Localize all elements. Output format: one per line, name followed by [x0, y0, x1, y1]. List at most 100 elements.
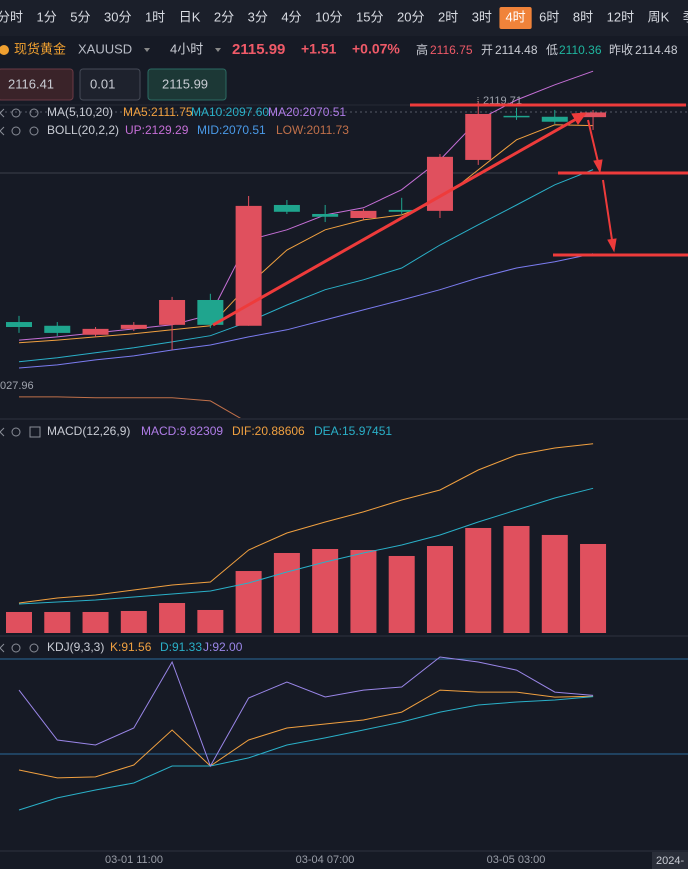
tab[interactable]: 10分 [315, 9, 342, 24]
line-dif [18, 443, 594, 604]
macd-bar [82, 611, 109, 633]
tab[interactable]: 1分 [37, 9, 57, 24]
prev-close: 2114.48 [635, 43, 678, 57]
legend-ma5: MA5:2111.75 [123, 105, 193, 119]
symbol-name: 现货黄金 [14, 41, 66, 56]
macd-bar [6, 611, 32, 633]
legend-title: KDJ(9,3,3) [47, 640, 104, 654]
macd-bar [120, 610, 147, 633]
line-dea [18, 487, 594, 605]
sell-box[interactable] [0, 68, 74, 101]
main-panel [6, 70, 607, 418]
change: +1.51 [301, 41, 337, 57]
low-marker: 027.96 [0, 380, 34, 392]
legend-ma10: MA10:2097.60 [191, 105, 269, 119]
line-ma5 [18, 124, 594, 344]
tab[interactable]: 2分 [214, 9, 234, 24]
tab[interactable]: 1时 [145, 9, 165, 24]
line-d [18, 696, 594, 811]
line-up [18, 70, 594, 341]
tab[interactable]: 6时 [539, 9, 559, 24]
tab[interactable]: 4分 [281, 9, 301, 24]
tab[interactable]: 3分 [248, 9, 268, 24]
legend-dif: DIF:20.88606 [232, 424, 305, 438]
macd-bar [580, 543, 607, 633]
symbol[interactable]: XAUUSD [78, 41, 132, 56]
dropdown-icon [144, 48, 150, 52]
legend-dea: DEA:15.97451 [314, 424, 392, 438]
macd-bar [273, 552, 300, 633]
prev-label: 昨收 [609, 43, 633, 57]
low-label: 低 [546, 43, 558, 57]
candle-body [273, 204, 300, 212]
legend-j: J:92.00 [203, 640, 243, 654]
low: 2110.36 [559, 43, 602, 57]
line-ma10 [18, 169, 594, 363]
macd-bar [350, 550, 377, 633]
macd-bar [235, 571, 262, 633]
tab[interactable]: 30分 [104, 9, 131, 24]
candle-body [350, 210, 377, 219]
tab[interactable]: 4时 [505, 9, 525, 24]
macd-bar [312, 549, 339, 633]
legend-k: K:91.56 [110, 640, 152, 654]
annotations [212, 103, 688, 327]
legend-icons [0, 108, 41, 653]
candle-body [580, 112, 607, 118]
tab[interactable]: 15分 [356, 9, 383, 24]
kdj-panel [18, 656, 594, 811]
macd-bar [426, 546, 453, 633]
tab[interactable]: 2时 [438, 9, 458, 24]
legend-title: BOLL(20,2,2) [47, 123, 119, 137]
x-label: 03-04 07:00 [296, 854, 355, 866]
lot: 0.01 [90, 76, 115, 91]
dropdown-icon [215, 48, 221, 52]
legend-d: D:91.33 [160, 640, 202, 654]
macd-bar [503, 525, 530, 633]
open-label: 开 [481, 43, 493, 57]
tab[interactable]: 日K [179, 9, 201, 24]
lot-box[interactable] [79, 68, 141, 101]
legend-up: UP:2129.29 [125, 123, 189, 137]
legend-title: MA(5,10,20) [47, 105, 113, 119]
line-low [19, 396, 241, 418]
price: 2115.99 [232, 41, 285, 58]
icon [0, 45, 9, 55]
tab[interactable]: 12时 [607, 9, 634, 24]
tab[interactable]: 3时 [472, 9, 492, 24]
candle-body [82, 328, 109, 335]
macd-bar [44, 611, 71, 633]
buy-box[interactable] [147, 68, 227, 101]
tab[interactable]: 周K [648, 9, 670, 24]
candle-body [44, 325, 71, 333]
tab[interactable]: 分时 [0, 9, 23, 24]
x-cursor-label: 2024- [656, 855, 684, 867]
tabs: 分时 1分 5分 30分 1时 日K 2分 3分 4分 10分 15分 20分 2时 3时 4时 6时 8时 12… [0, 7, 688, 29]
tab[interactable]: 5分 [70, 9, 90, 24]
high: 2116.75 [430, 43, 473, 57]
tab-bar [0, 0, 688, 36]
open: 2114.48 [495, 43, 538, 57]
period[interactable]: 4小时 [170, 41, 203, 56]
macd-bar [159, 603, 186, 633]
tab[interactable]: 20分 [397, 9, 424, 24]
candle-body [235, 205, 262, 326]
candle-body [388, 209, 415, 212]
line-ma20 [18, 253, 594, 369]
active-tab-bg [499, 7, 532, 29]
line-k [18, 689, 594, 779]
tab[interactable]: 季 [683, 9, 688, 24]
macd-bar [465, 527, 492, 633]
legend-macd: MACD:9.82309 [141, 424, 223, 438]
buy-price: 2115.99 [162, 76, 208, 91]
macd-bar [197, 609, 224, 633]
legend-low: LOW:2011.73 [276, 123, 349, 137]
candle-body [503, 115, 530, 118]
plot [6, 70, 607, 811]
macd-bar [388, 555, 415, 633]
tab[interactable]: 8时 [573, 9, 593, 24]
candle-body [159, 299, 186, 325]
candle-body [6, 322, 32, 328]
